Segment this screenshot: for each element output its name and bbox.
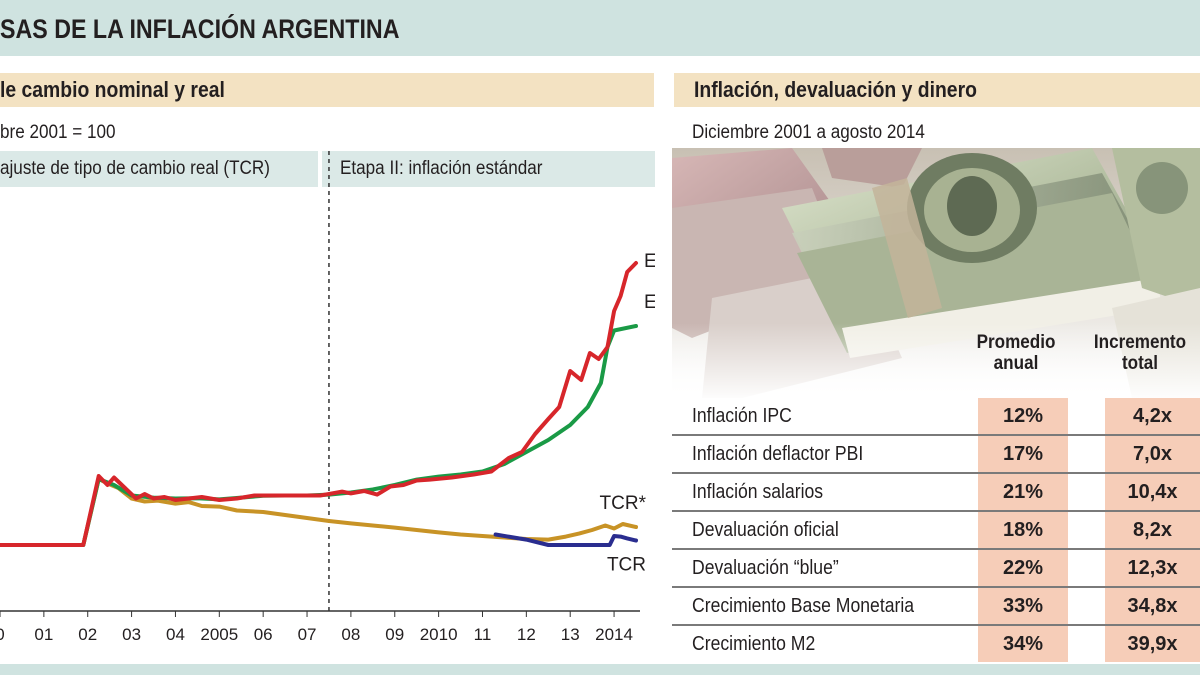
x-tick-label: 09	[385, 625, 404, 644]
row-total: 39,9x	[1105, 626, 1200, 662]
x-tick-label: 11	[474, 625, 492, 644]
chart-subtitle: bre 2001 = 100	[0, 122, 116, 143]
table-row: Crecimiento M2 34% 39,9x	[672, 626, 1200, 662]
x-tick-label: 02	[78, 625, 97, 644]
table-row: Crecimiento Base Monetaria 33% 34,8x	[672, 588, 1200, 626]
x-tick-label: 08	[341, 625, 360, 644]
right-panel-header: Inflación, devaluación y dinero	[674, 73, 1200, 107]
row-label: Crecimiento Base Monetaria	[692, 595, 915, 617]
row-total: 4,2x	[1105, 398, 1200, 434]
row-total: 12,3x	[1105, 550, 1200, 586]
row-total: 8,2x	[1105, 512, 1200, 548]
table-row: Devaluación oficial 18% 8,2x	[672, 512, 1200, 550]
x-tick-label: 04	[166, 625, 185, 644]
row-label: Devaluación “blue”	[692, 557, 839, 579]
column-header-total-line2: total	[1121, 353, 1159, 374]
column-header-average-line2: anual	[993, 353, 1039, 374]
row-label: Inflación salarios	[692, 481, 824, 503]
left-panel-header: le cambio nominal y real	[0, 73, 654, 107]
page-title: SAS DE LA INFLACIÓN ARGENTINA	[0, 14, 400, 44]
stage-1-label: ajuste de tipo de cambio real (TCR)	[0, 158, 270, 179]
row-total: 10,4x	[1105, 474, 1200, 510]
series-line-tcr-star	[0, 477, 638, 547]
dollar-bills-photo	[672, 148, 1200, 398]
x-tick-label: 2010	[420, 625, 458, 644]
series-line-tcr	[493, 532, 638, 547]
row-label: Inflación IPC	[692, 405, 792, 427]
right-panel-title: Inflación, devaluación y dinero	[694, 77, 977, 102]
column-header-average: Promedio anual	[962, 332, 1070, 374]
column-header-total: Incremento total	[1086, 332, 1194, 374]
series-label: E	[644, 292, 655, 313]
x-tick-label: 06	[254, 625, 273, 644]
series-line-e	[0, 324, 638, 547]
stage-1-band: ajuste de tipo de cambio real (TCR)	[0, 151, 318, 187]
x-tick-label: 2014	[595, 625, 633, 644]
table-row: Inflación deflactor PBI 17% 7,0x	[672, 436, 1200, 474]
exchange-rate-chart: 0 01 02 03 04 2005 06 07 08 09 2010 11 12 13 2014 E* E TC…	[0, 151, 655, 644]
series-line-e-star	[0, 261, 638, 547]
row-label: Crecimiento M2	[692, 633, 816, 655]
row-total: 34,8x	[1105, 588, 1200, 624]
inflation-table: Inflación IPC 12% 4,2x Inflación deflact…	[672, 398, 1200, 662]
series-label: TCR*	[600, 493, 647, 514]
series-label: TCR	[607, 555, 646, 576]
x-tick-label: 2005	[200, 625, 238, 644]
column-header-total-line1: Incremento	[1093, 332, 1187, 353]
table-row: Devaluación “blue” 22% 12,3x	[672, 550, 1200, 588]
stage-2-label: Etapa II: inflación estándar	[340, 158, 543, 179]
series-label: E*	[644, 251, 655, 272]
x-tick-label: 01	[34, 625, 53, 644]
row-average: 21%	[978, 474, 1068, 510]
row-total: 7,0x	[1105, 436, 1200, 472]
header-band	[0, 0, 1200, 56]
x-tick-label: 13	[561, 625, 580, 644]
x-tick-label: 12	[517, 625, 536, 644]
table-subtitle: Diciembre 2001 a agosto 2014	[692, 122, 925, 143]
left-panel-title: le cambio nominal y real	[0, 77, 225, 102]
table-row: Inflación salarios 21% 10,4x	[672, 474, 1200, 512]
row-average: 33%	[978, 588, 1068, 624]
stage-2-band: Etapa II: inflación estándar	[322, 151, 655, 187]
row-label: Devaluación oficial	[692, 519, 839, 541]
row-average: 22%	[978, 550, 1068, 586]
footer-band	[0, 664, 1200, 675]
row-average: 17%	[978, 436, 1068, 472]
x-tick-label: 0	[0, 625, 5, 644]
x-tick-label: 03	[122, 625, 141, 644]
table-row: Inflación IPC 12% 4,2x	[672, 398, 1200, 436]
row-average: 34%	[978, 626, 1068, 662]
row-average: 18%	[978, 512, 1068, 548]
row-label: Inflación deflactor PBI	[692, 443, 864, 465]
row-average: 12%	[978, 398, 1068, 434]
column-header-average-line1: Promedio	[976, 332, 1056, 353]
x-tick-label: 07	[298, 625, 317, 644]
